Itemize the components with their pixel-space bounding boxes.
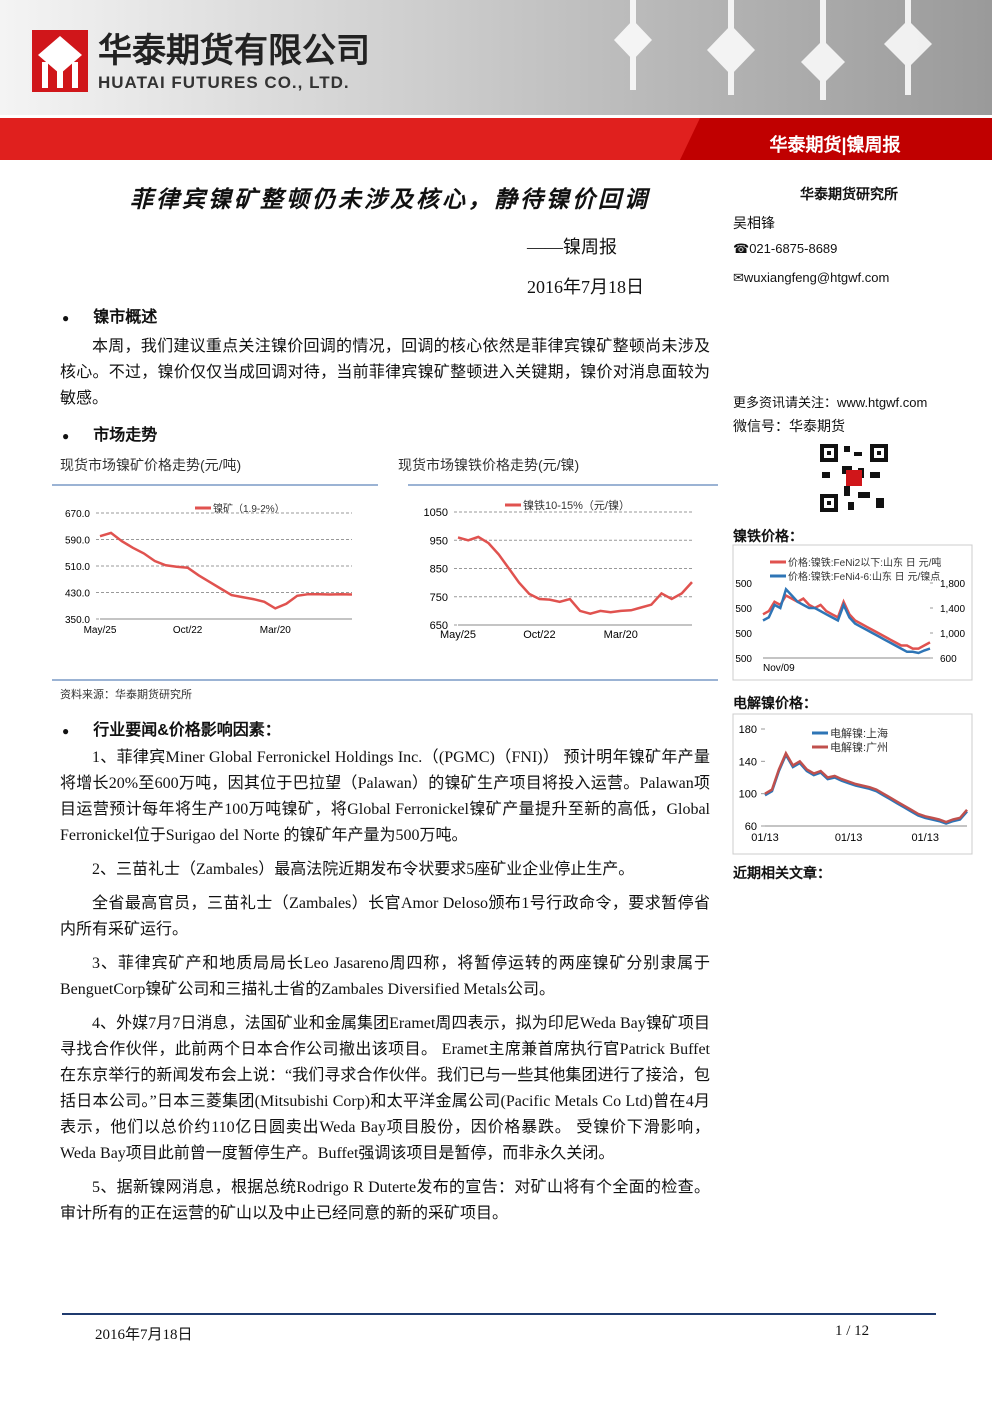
series-line xyxy=(764,750,968,824)
x-tick-label: Oct/22 xyxy=(173,625,203,636)
header-decoration xyxy=(614,0,932,100)
banner: 华泰期货|镍周报 xyxy=(769,134,900,155)
y-tick-label: 500 xyxy=(735,654,752,665)
y-tick-label: 140 xyxy=(739,756,757,768)
y-tick-label: 100 xyxy=(739,789,757,801)
legend-label: 镍矿（1.9-2%） xyxy=(213,502,285,515)
x-tick-label: Oct/22 xyxy=(523,629,555,641)
phone: ☎021-6875-8689 xyxy=(733,241,838,256)
series-line xyxy=(99,531,353,610)
y-tick-label: 1050 xyxy=(424,507,448,519)
y-tick-label: 950 xyxy=(430,535,448,547)
wechat: 微信号：华泰期货 xyxy=(733,418,845,434)
company-cn: 华泰期货有限公司 xyxy=(98,32,370,70)
section-body: 1、菲律宾Miner Global Ferronickel Holdings I… xyxy=(60,745,710,1235)
footer-date: 2016年7月18日 xyxy=(95,1327,193,1343)
footer-rule xyxy=(62,1313,936,1315)
y-tick-label: 350.0 xyxy=(65,615,90,626)
chart-frame xyxy=(732,544,973,681)
y-tick-label: 650 xyxy=(430,620,448,632)
y-tick-label: 850 xyxy=(430,564,448,576)
x-tick-label: 01/13 xyxy=(751,832,779,844)
date: 2016年7月18日 xyxy=(527,277,644,297)
page-number: 1 / 12 xyxy=(835,1323,870,1339)
red-band xyxy=(680,118,992,160)
x-tick-label: May/25 xyxy=(440,629,476,641)
more-info: 更多资讯请关注：www.htgwf.com xyxy=(733,395,928,410)
email: ✉wuxiangfeng@htgwf.com xyxy=(733,270,890,285)
y-tick-label: 180 xyxy=(739,724,757,736)
company-en: HUATAI FUTURES CO., LTD. xyxy=(98,73,350,92)
x-tick-label: Mar/20 xyxy=(260,625,292,636)
section-body: 本周，我们建议重点关注镍价回调的情况，回调的核心依然是菲律宾镍矿整顿尚未涉及核心… xyxy=(60,334,710,420)
header-graphic: 华泰期货有限公司 HUATAI FUTURES CO., LTD. 华泰期货|镍… xyxy=(0,0,992,160)
y2-tick-label: 1,400 xyxy=(940,604,965,615)
chart-caption: 现货市场镍铁价格走势(元/镍) xyxy=(398,457,580,473)
x-tick-label: 01/13 xyxy=(911,832,939,844)
x-tick-label: Mar/20 xyxy=(604,629,638,641)
legend-label: 价格:镍铁:FeNi2以下:山东 日 元/吨 xyxy=(788,556,941,569)
sidebar-heading: 电解镍价格： xyxy=(733,695,817,711)
chart-frame xyxy=(732,713,973,855)
y-tick-label: 430.0 xyxy=(65,589,90,600)
legend-label: 电解镍:广州 xyxy=(830,740,888,754)
y-tick-label: 590.0 xyxy=(65,536,90,547)
y-tick-label: 500 xyxy=(735,579,752,590)
chart-caption: 现货市场镍矿价格走势(元/吨) xyxy=(60,457,242,473)
y-tick-label: 750 xyxy=(430,592,448,604)
legend-label: 电解镍:上海 xyxy=(830,726,888,740)
subtitle: ——镍周报 xyxy=(527,237,617,257)
y-tick-label: 60 xyxy=(745,821,757,833)
paragraph: 4、外媒7月7日消息，法国矿业和金属集团Eramet周四表示，拟为印尼Weda … xyxy=(60,1015,710,1162)
y-tick-label: 510.0 xyxy=(65,562,90,573)
y-tick-label: 670.0 xyxy=(65,509,90,520)
y-tick-label: 500 xyxy=(735,629,752,640)
section-heading: 镍市概述 xyxy=(62,303,157,327)
institute: 华泰期货研究所 xyxy=(800,186,898,202)
paragraph: 5、据新镍网消息，根据总统Rodrigo R Duterte发布的宣告：对矿山将… xyxy=(60,1179,710,1222)
y2-tick-label: 600 xyxy=(940,654,957,665)
section-heading: 行业要闻&价格影响因素： xyxy=(62,716,281,740)
title: 菲律宾镍矿整顿仍未涉及核心，静待镍价回调 xyxy=(130,187,650,212)
red-band xyxy=(0,118,720,160)
source: 资料来源：华泰期货研究所 xyxy=(60,689,192,701)
x-tick-label: 01/13 xyxy=(835,832,863,844)
sidebar-heading: 近期相关文章： xyxy=(733,865,831,881)
y2-tick-label: 1,000 xyxy=(940,629,965,640)
x-tick-label: Nov/09 xyxy=(763,663,795,674)
qr-code xyxy=(818,442,890,514)
x-tick-label: May/25 xyxy=(84,625,117,636)
series-line xyxy=(762,593,931,650)
y-tick-label: 500 xyxy=(735,604,752,615)
legend-label: 价格:镍铁:FeNi4-6:山东 日 元/镍点 xyxy=(788,570,940,583)
section-heading: 市场走势 xyxy=(62,421,157,445)
paragraph: 3、菲律宾矿产和地质局局长Leo Jasareno周四称，将暂停运转的两座镍矿分… xyxy=(60,955,710,998)
author: 吴相锋 xyxy=(733,215,775,231)
paragraph: 2、三苗礼士（Zambales）最高法院近期发布令状要求5座矿业企业停止生产。 xyxy=(92,861,635,878)
paragraph: 全省最高官员，三苗礼士（Zambales）长官Amor Deloso颁布1号行政… xyxy=(60,895,710,938)
series-line xyxy=(762,586,931,655)
paragraph: 本周，我们建议重点关注镍价回调的情况，回调的核心依然是菲律宾镍矿整顿尚未涉及核心… xyxy=(60,338,710,407)
logo-mark xyxy=(38,36,82,88)
paragraph: 1、菲律宾Miner Global Ferronickel Holdings I… xyxy=(60,749,710,844)
legend-label: 镍铁10-15%（元/镍） xyxy=(523,498,630,512)
sidebar-heading: 镍铁价格： xyxy=(733,528,803,544)
y2-tick-label: 1,800 xyxy=(940,579,965,590)
series-line xyxy=(457,535,693,615)
series-line xyxy=(764,752,968,825)
